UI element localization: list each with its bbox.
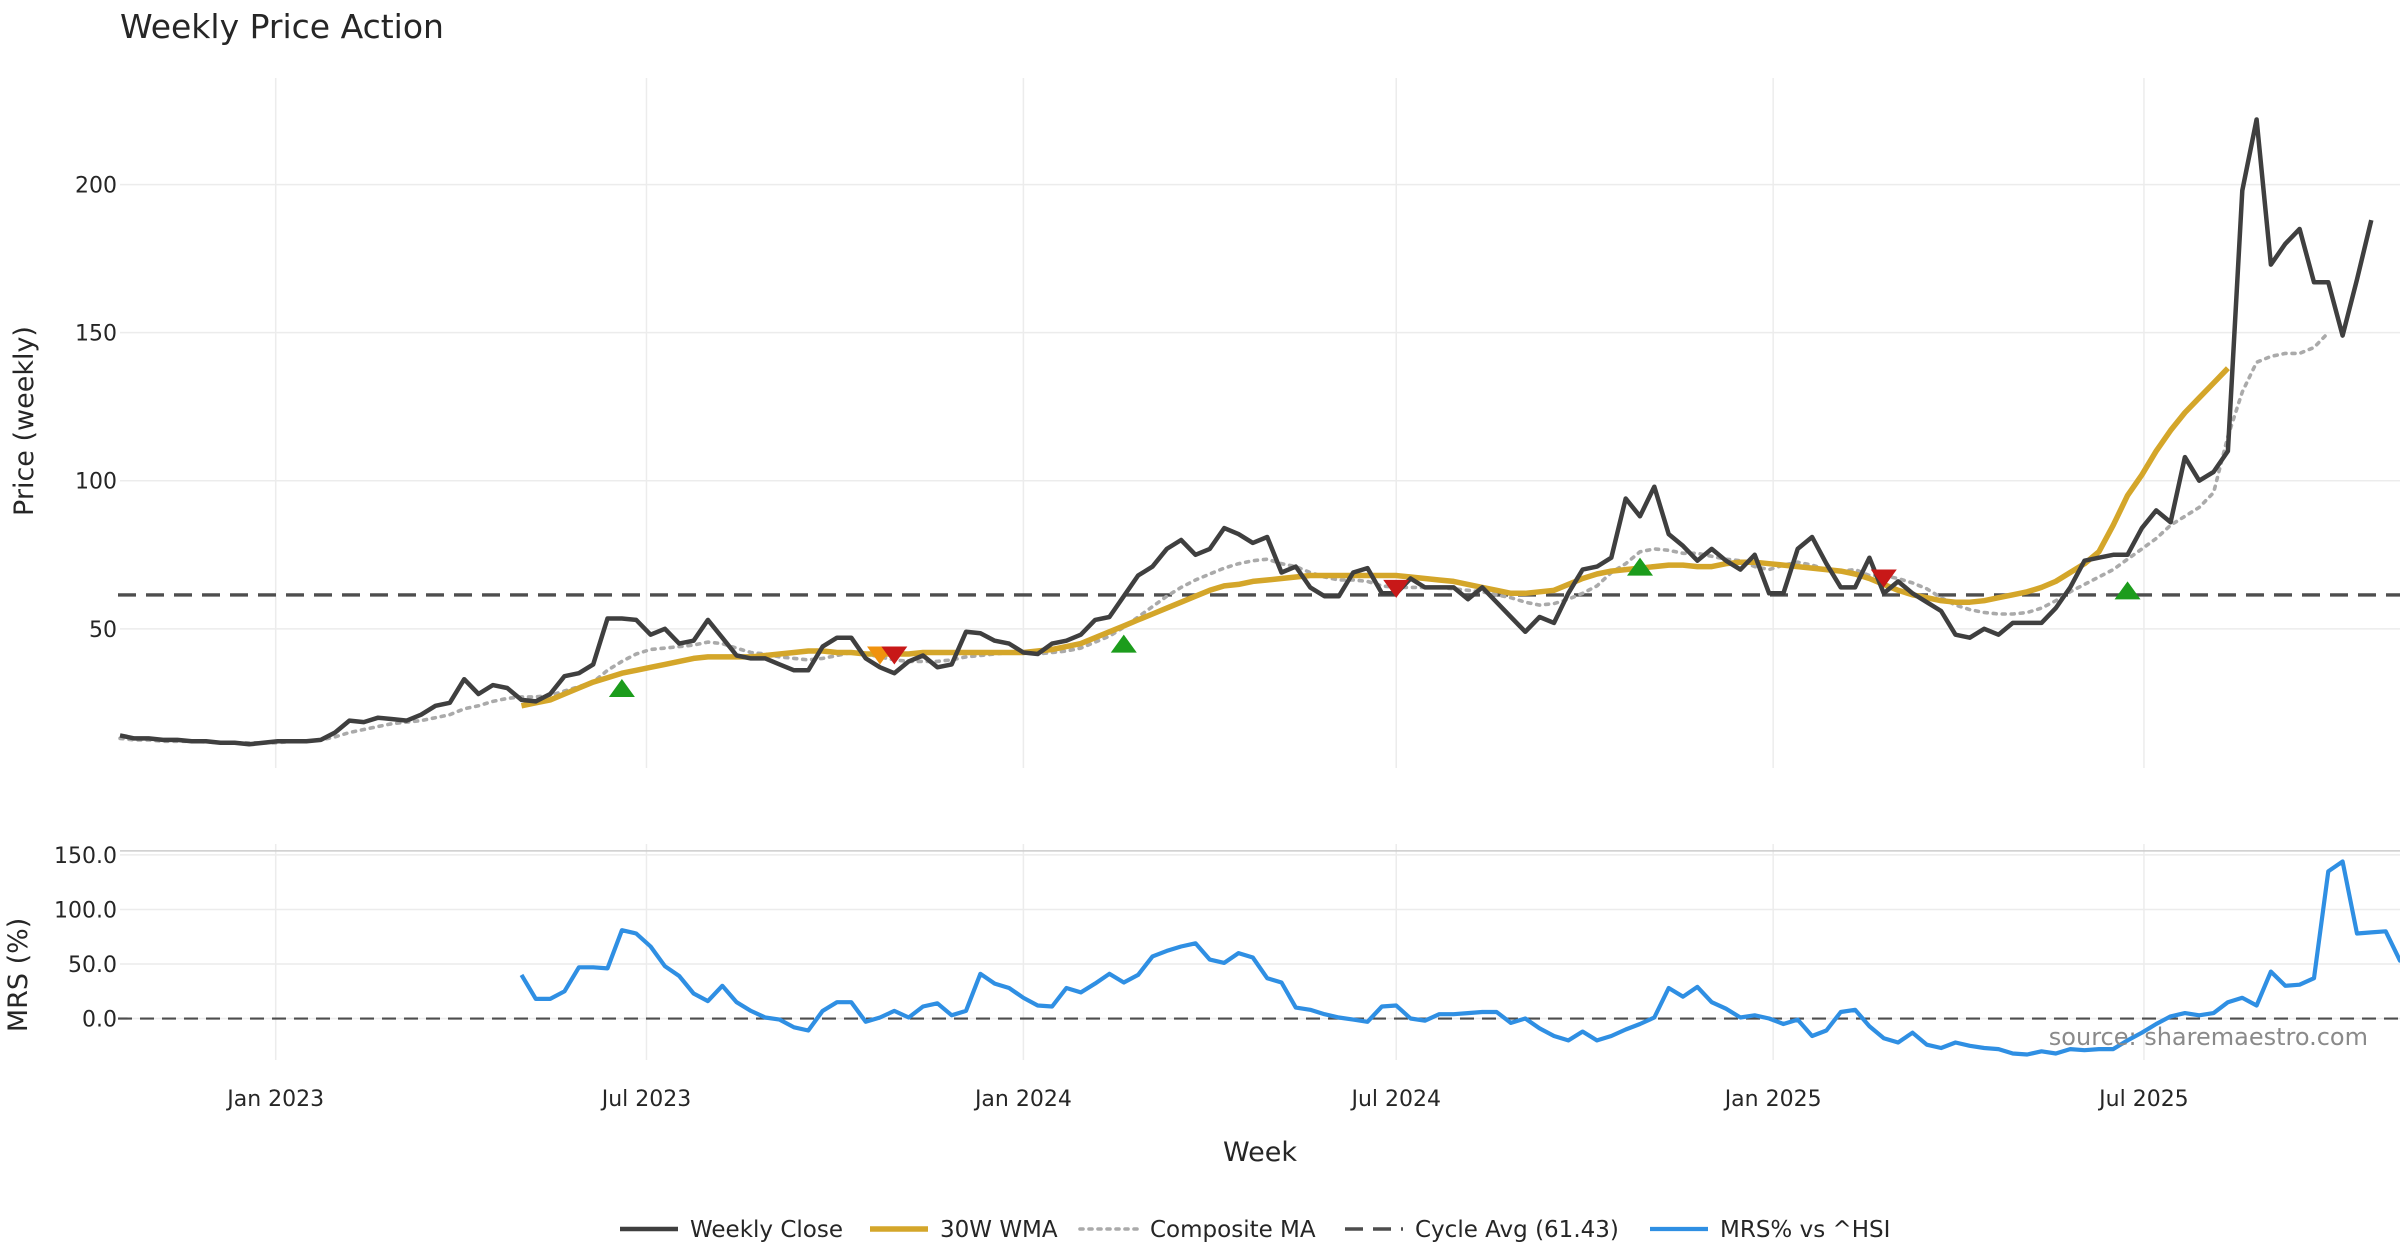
mrs-y-axis: 0.0 50.0 100.0 150.0 [54,844,117,1033]
mrs-y-tick-label: 150.0 [54,844,117,869]
x-tick-label: Jan 2024 [973,1087,1072,1112]
chart-title: Weekly Price Action [120,7,444,46]
legend-label: Cycle Avg (61.43) [1415,1217,1619,1243]
mrs-panel: 0.0 50.0 100.0 150.0 [54,844,2400,1060]
mrs-y-tick-label: 100.0 [54,898,117,923]
legend-label: 30W WMA [940,1217,1058,1243]
composite-ma-line [118,330,2331,745]
x-tick-label: Jul 2025 [2097,1087,2189,1112]
sell-signal-marker [1383,579,1410,598]
weekly-close-line [119,117,2374,747]
price-y-axis-title: Price (weekly) [9,326,40,516]
price-y-tick-label: 100 [75,470,117,495]
x-tick-label: Jul 2023 [600,1087,692,1112]
sell-signal-marker [881,646,908,665]
mrs-y-tick-label: 0.0 [82,1008,117,1033]
price-y-tick-label: 200 [75,174,117,199]
legend-label: Weekly Close [690,1217,843,1243]
mrs-y-tick-label: 50.0 [68,953,117,978]
x-tick-label: Jul 2024 [1349,1087,1441,1112]
price-series [118,117,2400,747]
x-axis: Jan 2023 Jul 2023 Jan 2024 Jul 2024 Jan 2025… [225,1087,2188,1112]
x-tick-label: Jan 2025 [1723,1087,1822,1112]
mrs-line [519,859,2400,1057]
legend-item: MRS% vs ^HSI [1650,1217,1890,1243]
x-axis-title: Week [1223,1137,1297,1168]
wma-30w-line [520,366,2230,709]
price-panel: 50 100 150 200 [75,78,2400,768]
legend-item: Composite MA [1078,1217,1316,1243]
mrs-series [118,859,2400,1057]
sell-signal-marker [1870,569,1897,588]
x-tick-label: Jan 2023 [225,1087,324,1112]
price-y-tick-label: 50 [89,618,117,643]
legend-item: Weekly Close [620,1217,843,1243]
legend-label: Composite MA [1150,1217,1316,1243]
legend-item: Cycle Avg (61.43) [1345,1217,1619,1243]
buy-signal-marker [2114,581,2141,600]
price-y-axis: 50 100 150 200 [75,174,117,643]
signal-markers [608,557,2141,698]
price-y-tick-label: 150 [75,322,117,347]
price-grid [120,78,2400,768]
legend: Weekly Close 30W WMA Composite MA Cycle Avg… [620,1217,1890,1243]
legend-item: 30W WMA [870,1217,1058,1243]
legend-label: MRS% vs ^HSI [1720,1217,1890,1243]
source-annotation: source: sharemaestro.com [2049,1023,2368,1051]
mrs-y-axis-title: MRS (%) [3,918,34,1033]
buy-signal-marker [608,679,635,698]
buy-signal-marker [1110,634,1137,653]
buy-signal-marker [1627,557,1653,576]
